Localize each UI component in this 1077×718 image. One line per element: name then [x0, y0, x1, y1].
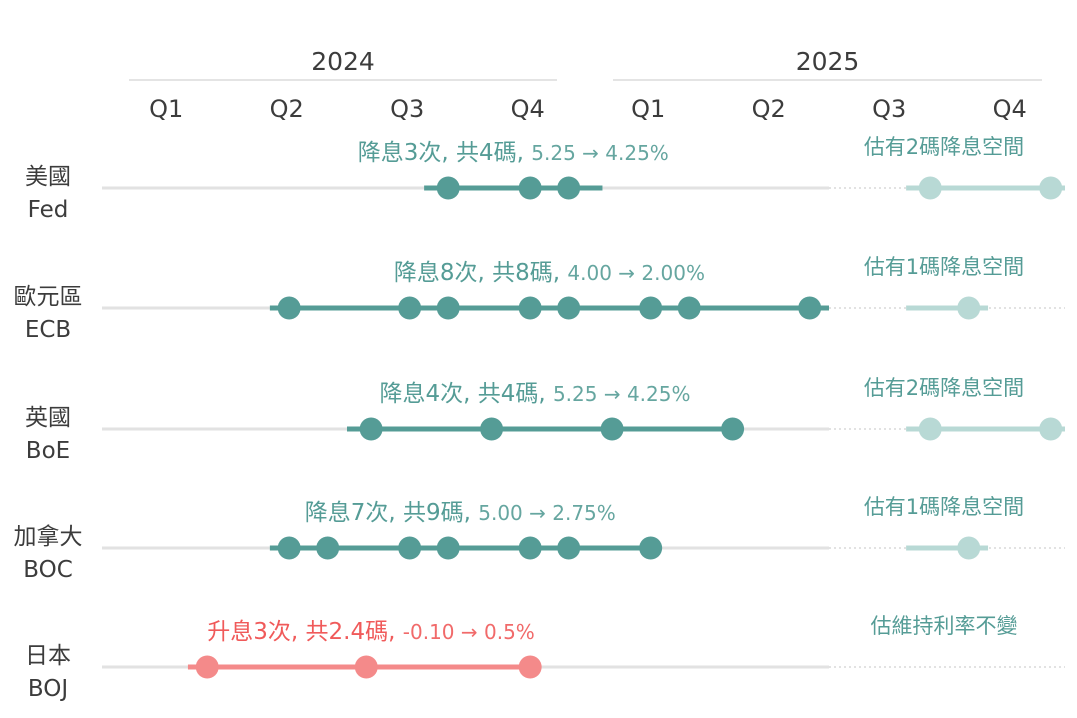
rate-decision-dot — [557, 536, 581, 560]
rate-decision-dot — [480, 417, 504, 441]
country-name: 加拿大 — [14, 523, 83, 550]
rate-decision-dot — [277, 536, 301, 560]
row-fed: 美國 Fed 降息3次, 共4碼, 5.25 → 4.25% 估有2碼降息空間 — [25, 135, 1065, 223]
rate-decision-dot — [277, 296, 301, 320]
rate-decision-dot — [557, 176, 581, 200]
summary-main: 降息3次, 共4碼, — [358, 140, 532, 166]
timeline-header: 2024 2025 Q1 Q2 Q3 Q4 Q1 Q2 Q3 Q4 — [129, 47, 1042, 123]
rate-decision-dot — [677, 296, 701, 320]
summary-main: 降息8次, 共8碼, — [394, 260, 568, 286]
rate-decision-dot — [798, 296, 822, 320]
summary-text: 降息8次, 共8碼, 4.00 → 2.00% — [394, 260, 705, 286]
summary-text: 降息3次, 共4碼, 5.25 → 4.25% — [358, 140, 669, 166]
country-name: 日本 — [25, 643, 71, 669]
rate-decision-dot — [639, 296, 663, 320]
rate-decision-dot — [398, 296, 422, 320]
row-ecb: 歐元區 ECB 降息8次, 共8碼, 4.00 → 2.00% 估有1碼降息空間 — [14, 255, 1065, 343]
forecast-label: 估有2碼降息空間 — [864, 376, 1024, 400]
summary-rate: -0.10 → 0.5% — [403, 620, 535, 644]
row-boe: 英國 BoE 降息4次, 共4碼, 5.25 → 4.25% 估有2碼降息空間 — [25, 376, 1065, 464]
row-boj: 日本 BOJ 升息3次, 共2.4碼, -0.10 → 0.5% 估維持利率不變 — [25, 614, 1065, 702]
summary-rate: 5.25 → 4.25% — [531, 141, 669, 165]
quarter-label: Q1 — [631, 95, 665, 123]
forecast-label: 估有1碼降息空間 — [864, 495, 1024, 519]
country-name: 歐元區 — [14, 284, 83, 310]
forecast-dot — [918, 176, 942, 200]
forecast-label: 估有1碼降息空間 — [864, 255, 1024, 279]
summary-main: 降息7次, 共9碼, — [305, 500, 479, 526]
quarter-label: Q2 — [270, 95, 304, 123]
central-bank-code: BOC — [23, 557, 73, 583]
rate-decision-dot — [195, 655, 219, 679]
forecast-dot — [957, 536, 981, 560]
forecast-dot — [1039, 176, 1063, 200]
summary-rate: 5.25 → 4.25% — [553, 382, 691, 406]
central-bank-code: ECB — [25, 317, 71, 343]
central-bank-code: BOJ — [28, 676, 68, 702]
rate-decision-dot — [359, 417, 383, 441]
year-label: 2025 — [796, 47, 860, 76]
forecast-dot — [957, 296, 981, 320]
forecast-dot — [918, 417, 942, 441]
summary-rate: 4.00 → 2.00% — [567, 261, 705, 285]
rate-decision-dot — [639, 536, 663, 560]
year-label: 2024 — [311, 47, 375, 76]
quarter-label: Q1 — [149, 95, 183, 123]
forecast-label: 估維持利率不變 — [871, 614, 1018, 638]
summary-text: 降息7次, 共9碼, 5.00 → 2.75% — [305, 500, 616, 526]
rate-decision-dot — [436, 176, 460, 200]
quarter-label: Q4 — [511, 95, 545, 123]
quarter-label: Q4 — [993, 95, 1027, 123]
summary-text: 升息3次, 共2.4碼, -0.10 → 0.5% — [207, 619, 535, 645]
quarter-label: Q3 — [390, 95, 424, 123]
rate-decision-dot — [518, 176, 542, 200]
rate-decision-dot — [721, 417, 745, 441]
rate-decision-dot — [557, 296, 581, 320]
summary-main: 升息3次, 共2.4碼, — [207, 619, 402, 645]
rate-decision-dot — [518, 655, 542, 679]
rate-decision-dot — [518, 536, 542, 560]
forecast-dot — [1039, 417, 1063, 441]
row-boc: 加拿大 BOC 降息7次, 共9碼, 5.00 → 2.75% 估有1碼降息空間 — [14, 495, 1065, 583]
quarter-label: Q2 — [752, 95, 786, 123]
rate-decision-dot — [316, 536, 340, 560]
rate-decision-dot — [600, 417, 624, 441]
rate-decision-dot — [436, 536, 460, 560]
country-name: 美國 — [25, 164, 71, 190]
summary-rate: 5.00 → 2.75% — [478, 501, 616, 525]
quarter-label: Q3 — [872, 95, 906, 123]
rate-decision-dot — [398, 536, 422, 560]
rate-decision-dot — [518, 296, 542, 320]
forecast-label: 估有2碼降息空間 — [864, 135, 1024, 159]
summary-text: 降息4次, 共4碼, 5.25 → 4.25% — [379, 381, 690, 407]
rate-decision-dot — [354, 655, 378, 679]
summary-main: 降息4次, 共4碼, — [379, 381, 553, 407]
central-bank-code: BoE — [26, 438, 70, 464]
country-name: 英國 — [25, 405, 71, 431]
rate-decision-dot — [436, 296, 460, 320]
central-bank-code: Fed — [28, 197, 69, 223]
